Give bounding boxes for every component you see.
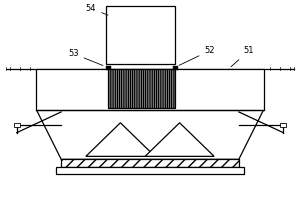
Bar bbox=[106, 6, 175, 64]
Text: 51: 51 bbox=[231, 46, 254, 67]
Bar bbox=[56, 167, 244, 174]
Bar bbox=[14, 123, 20, 127]
Bar bbox=[106, 65, 110, 70]
Polygon shape bbox=[86, 123, 155, 156]
Text: 54: 54 bbox=[86, 4, 108, 15]
Polygon shape bbox=[37, 110, 263, 159]
Bar bbox=[173, 65, 178, 70]
Polygon shape bbox=[145, 123, 214, 156]
Text: 52: 52 bbox=[179, 46, 215, 65]
Text: 53: 53 bbox=[68, 49, 103, 65]
Bar bbox=[61, 159, 239, 167]
Bar bbox=[108, 68, 175, 108]
Bar bbox=[280, 123, 286, 127]
Bar bbox=[37, 68, 263, 110]
